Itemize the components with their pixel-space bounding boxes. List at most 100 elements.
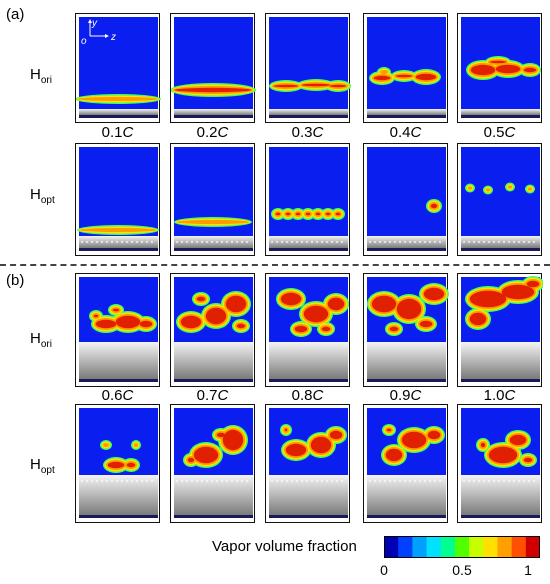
bottom-stripe <box>461 248 540 251</box>
wall-region <box>367 475 446 515</box>
wall-region <box>79 236 158 248</box>
liquid-field <box>461 147 540 248</box>
time-label-b-1: 0.6C <box>101 387 134 404</box>
row-label-opt-b: Hopt <box>30 456 55 476</box>
time-label-a-3: 0.3C <box>291 124 324 141</box>
liquid-field <box>174 17 253 115</box>
bottom-stripe <box>269 248 348 251</box>
colorbar-tick-0: 0 <box>380 562 388 578</box>
time-label-b-3: 0.8C <box>291 387 324 404</box>
contour-frame-a-opt-1 <box>75 143 160 256</box>
vapor-cloud <box>89 304 157 333</box>
vapor-cloud <box>77 225 159 235</box>
liquid-field <box>269 147 348 248</box>
colorbar-swatch <box>426 536 442 558</box>
vapor-cloud <box>426 199 442 213</box>
contour-frame-b-opt-5 <box>457 404 542 523</box>
contour-frame-a-ori-4 <box>363 13 448 123</box>
wall-region <box>461 236 540 248</box>
liquid-field <box>367 147 446 248</box>
bottom-stripe <box>461 115 540 118</box>
time-label-b-5: 1.0C <box>483 387 516 404</box>
wall-region <box>79 342 158 379</box>
wall-region <box>79 109 158 115</box>
contour-frame-b-opt-2 <box>170 404 255 523</box>
contour-frame-a-opt-2 <box>170 143 255 256</box>
liquid-field <box>367 17 446 115</box>
bottom-stripe <box>367 515 446 518</box>
vapor-cloud <box>381 424 445 466</box>
time-label-a-1: 0.1C <box>101 124 134 141</box>
panel-divider <box>0 264 550 266</box>
colorbar-tick-1: 1 <box>524 562 532 578</box>
contour-frame-b-ori-3 <box>265 273 350 387</box>
axis-y-label: y <box>91 18 98 29</box>
time-label-a-4: 0.4C <box>389 124 422 141</box>
vapor-cloud <box>271 208 345 220</box>
contour-frame-b-opt-4 <box>363 404 448 523</box>
wall-region <box>174 109 253 115</box>
bottom-stripe <box>174 515 253 518</box>
vapor-cloud <box>276 288 349 337</box>
bottom-stripe <box>79 515 158 518</box>
contour-frame-a-ori-2 <box>170 13 256 123</box>
colorbar-swatch <box>525 536 541 558</box>
bottom-stripe <box>174 248 253 251</box>
bottom-stripe <box>269 115 348 118</box>
time-label-b-2: 0.7C <box>196 387 229 404</box>
axis-z-label: z <box>110 32 116 43</box>
colorbar-swatch <box>440 536 456 558</box>
time-label-a-2: 0.2C <box>196 124 229 141</box>
colorbar-swatch <box>469 536 484 558</box>
vapor-cloud <box>280 424 347 461</box>
contour-frame-b-ori-4 <box>363 273 449 387</box>
colorbar-swatch <box>511 536 527 558</box>
colorbar-swatch <box>483 536 498 558</box>
wall-region <box>174 475 253 515</box>
row-label-opt-a: Hopt <box>30 186 55 206</box>
vapor-cloud <box>183 425 248 468</box>
bottom-stripe <box>367 379 446 382</box>
bottom-stripe <box>461 515 540 518</box>
bottom-stripe <box>79 115 158 118</box>
vapor-cloud <box>465 182 535 195</box>
row-label-ori-b: Hori <box>30 330 52 350</box>
contour-frame-a-ori-3 <box>265 13 351 123</box>
axes-inset: yo z <box>81 18 116 47</box>
contour-frame-b-opt-3 <box>265 404 350 523</box>
contour-frame-b-ori-1 <box>75 273 160 387</box>
liquid-field <box>269 17 348 115</box>
colorbar-title: Vapor volume fraction <box>212 538 357 555</box>
vapor-cloud <box>465 276 543 330</box>
bottom-stripe <box>367 115 446 118</box>
contour-frame-b-opt-1 <box>75 404 160 523</box>
wall-region <box>174 236 253 248</box>
bottom-stripe <box>79 379 158 382</box>
wall-region <box>461 342 540 379</box>
vapor-cloud <box>171 83 256 97</box>
vapor-cloud <box>76 94 161 104</box>
row-label-ori-a: Hori <box>30 66 52 86</box>
time-label-b-4: 0.9C <box>389 387 422 404</box>
bottom-stripe <box>367 248 446 251</box>
wall-region <box>367 236 446 248</box>
panel-a-label: (a) <box>6 6 25 23</box>
vapor-cloud <box>269 79 351 92</box>
liquid-field <box>174 147 253 248</box>
vapor-cloud <box>367 283 449 336</box>
wall-region <box>269 236 348 248</box>
time-label-a-5: 0.5C <box>483 124 516 141</box>
bottom-stripe <box>269 515 348 518</box>
colorbar-swatch <box>398 536 413 558</box>
wall-region <box>461 475 540 515</box>
wall-region <box>367 109 446 115</box>
contour-frame-a-opt-5 <box>457 143 542 256</box>
wall-region <box>79 475 158 515</box>
vapor-cloud <box>176 291 251 333</box>
bottom-stripe <box>269 379 348 382</box>
colorbar-swatch <box>384 536 399 558</box>
axis-origin-label: o <box>81 36 87 47</box>
vapor-cloud <box>369 67 441 85</box>
contour-frame-b-ori-5 <box>457 273 543 387</box>
